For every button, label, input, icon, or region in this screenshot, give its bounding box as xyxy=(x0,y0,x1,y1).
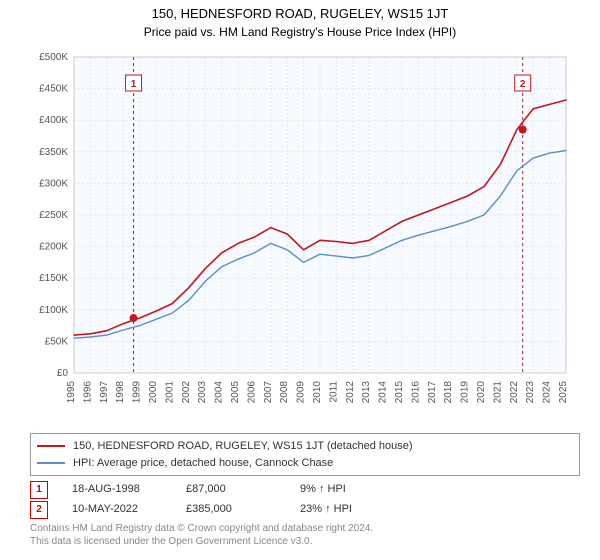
footer-attribution: Contains HM Land Registry data © Crown c… xyxy=(30,522,580,548)
svg-text:1997: 1997 xyxy=(99,381,110,404)
svg-text:2024: 2024 xyxy=(542,381,553,404)
svg-text:2001: 2001 xyxy=(164,381,175,404)
footer-line: This data is licensed under the Open Gov… xyxy=(30,535,580,548)
svg-text:2009: 2009 xyxy=(296,381,307,404)
sale-hpi-diff: 23% ↑ HPI xyxy=(300,500,390,520)
chart-subtitle: Price paid vs. HM Land Registry's House … xyxy=(0,21,600,47)
sale-price: £385,000 xyxy=(186,500,276,520)
svg-text:2002: 2002 xyxy=(181,381,192,404)
sale-date: 10-MAY-2022 xyxy=(72,500,162,520)
legend-label: HPI: Average price, detached house, Cann… xyxy=(73,455,333,472)
footer-line: Contains HM Land Registry data © Crown c… xyxy=(30,522,580,535)
chart-container: 150, HEDNESFORD ROAD, RUGELEY, WS15 1JT … xyxy=(0,0,600,560)
legend-swatch xyxy=(37,462,65,464)
svg-text:£500K: £500K xyxy=(39,52,68,63)
svg-text:2014: 2014 xyxy=(378,381,389,404)
svg-text:£0: £0 xyxy=(57,368,69,379)
svg-text:2003: 2003 xyxy=(197,381,208,404)
sales-table: 1 18-AUG-1998 £87,000 9% ↑ HPI 2 10-MAY-2022 £… xyxy=(30,480,580,520)
svg-text:£450K: £450K xyxy=(39,84,68,95)
svg-text:£250K: £250K xyxy=(39,210,68,221)
svg-text:£50K: £50K xyxy=(45,336,69,347)
chart-area: £0 £50K £100K £150K £200K £250K £300K £350K £400… xyxy=(20,47,580,427)
legend-swatch xyxy=(37,445,65,447)
svg-text:2011: 2011 xyxy=(328,381,339,403)
sale-price: £87,000 xyxy=(186,480,276,500)
legend-item: HPI: Average price, detached house, Cann… xyxy=(37,455,573,472)
sale-row: 2 10-MAY-2022 £385,000 23% ↑ HPI xyxy=(30,500,580,520)
sale-marker-icon: 1 xyxy=(30,481,48,499)
svg-text:1996: 1996 xyxy=(82,381,93,404)
svg-text:2021: 2021 xyxy=(492,381,503,404)
sale-hpi-diff: 9% ↑ HPI xyxy=(300,480,390,500)
svg-text:2023: 2023 xyxy=(525,381,536,404)
sale-row: 1 18-AUG-1998 £87,000 9% ↑ HPI xyxy=(30,480,580,500)
svg-text:2004: 2004 xyxy=(214,381,225,404)
svg-text:2010: 2010 xyxy=(312,381,323,404)
legend-label: 150, HEDNESFORD ROAD, RUGELEY, WS15 1JT … xyxy=(73,438,413,455)
svg-text:2022: 2022 xyxy=(509,381,520,404)
svg-text:2012: 2012 xyxy=(345,381,356,404)
svg-text:2025: 2025 xyxy=(558,381,569,404)
svg-text:£350K: £350K xyxy=(39,147,68,158)
svg-text:2005: 2005 xyxy=(230,381,241,404)
legend-item: 150, HEDNESFORD ROAD, RUGELEY, WS15 1JT … xyxy=(37,438,573,455)
svg-text:1999: 1999 xyxy=(132,381,143,404)
svg-text:1995: 1995 xyxy=(66,381,77,404)
svg-text:2013: 2013 xyxy=(361,381,372,404)
svg-text:2020: 2020 xyxy=(476,381,487,404)
svg-text:2017: 2017 xyxy=(427,381,438,404)
svg-text:1: 1 xyxy=(131,79,137,90)
legend-box: 150, HEDNESFORD ROAD, RUGELEY, WS15 1JT … xyxy=(30,433,580,476)
svg-text:£100K: £100K xyxy=(39,305,68,316)
chart-title: 150, HEDNESFORD ROAD, RUGELEY, WS15 1JT xyxy=(0,0,600,21)
sale-date: 18-AUG-1998 xyxy=(72,480,162,500)
svg-text:1998: 1998 xyxy=(115,381,126,404)
svg-text:2: 2 xyxy=(520,79,526,90)
svg-text:2015: 2015 xyxy=(394,381,405,404)
svg-text:2008: 2008 xyxy=(279,381,290,404)
svg-text:£150K: £150K xyxy=(39,273,68,284)
svg-text:2016: 2016 xyxy=(410,381,421,404)
svg-text:£400K: £400K xyxy=(39,115,68,126)
sale-marker-icon: 2 xyxy=(30,501,48,519)
svg-text:2007: 2007 xyxy=(263,381,274,404)
svg-text:£200K: £200K xyxy=(39,242,68,253)
svg-text:2000: 2000 xyxy=(148,381,159,404)
svg-text:2019: 2019 xyxy=(460,381,471,404)
svg-text:£300K: £300K xyxy=(39,178,68,189)
svg-text:2018: 2018 xyxy=(443,381,454,404)
svg-text:2006: 2006 xyxy=(246,381,257,404)
line-chart-svg: £0 £50K £100K £150K £200K £250K £300K £350K £400… xyxy=(20,47,580,427)
